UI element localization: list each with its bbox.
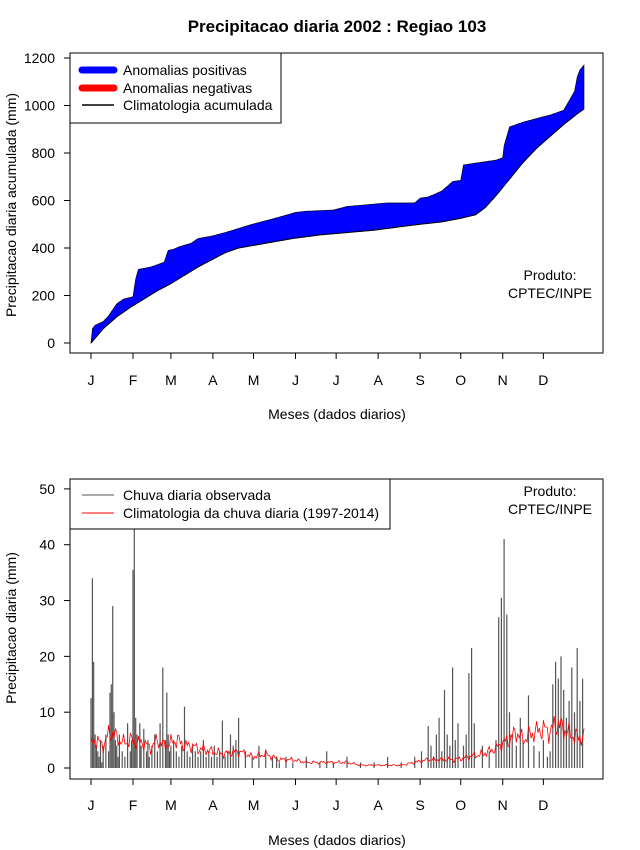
bottom-y-tick-label: 30 (39, 593, 55, 609)
top-y-tick-label: 1200 (24, 50, 55, 66)
top-x-tick-label: M (165, 372, 177, 388)
bottom-y-tick-label: 20 (39, 648, 55, 664)
legend-climatology-label: Climatologia acumulada (123, 97, 273, 113)
legend-climatology-daily-label: Climatologia da chuva diaria (1997-2014) (123, 505, 379, 521)
bottom-x-tick-label: O (455, 797, 466, 813)
legend-observed-label: Chuva diaria observada (123, 487, 271, 503)
top-x-tick-label: J (88, 372, 95, 388)
bottom-x-tick-label: N (498, 797, 508, 813)
bottom-x-axis-label: Meses (dados diarios) (268, 832, 406, 848)
bottom-y-tick-label: 40 (39, 537, 55, 553)
legend-negative-label: Anomalias negativas (123, 80, 252, 96)
top-y-tick-label: 200 (32, 288, 56, 304)
top-x-tick-label: S (415, 372, 424, 388)
top-climatology-line (90, 108, 585, 344)
top-y-tick-label: 1000 (24, 98, 55, 114)
bottom-x-tick-label: A (373, 797, 383, 813)
bottom-product-source: CPTEC/INPE (508, 501, 592, 517)
bottom-legend-box (69, 478, 391, 530)
top-x-tick-label: A (373, 372, 383, 388)
legend-positive-label: Anomalias positivas (123, 62, 247, 78)
top-x-tick-label: D (538, 372, 548, 388)
bottom-x-tick-label: J (88, 797, 95, 813)
top-x-tick-label: J (333, 372, 340, 388)
top-x-tick-label: N (498, 372, 508, 388)
top-legend: Anomalias positivas Anomalias negativas … (69, 52, 282, 124)
bottom-y-axis-label: Precipitacao diaria (mm) (3, 552, 19, 704)
bottom-x-tick-label: A (208, 797, 218, 813)
bottom-x-tick-label: D (538, 797, 548, 813)
bottom-x-tick-label: F (129, 797, 138, 813)
bottom-y-tick-label: 0 (47, 760, 55, 776)
top-x-tick-label: F (129, 372, 138, 388)
top-panel: 0 200 400 600 800 1000 1200 J F M A M J J A S O N D Preci… (3, 50, 604, 422)
bottom-climatology-line (90, 716, 585, 767)
bottom-y-tick-label: 50 (39, 481, 55, 497)
top-x-tick-label: A (208, 372, 218, 388)
top-y-tick-label: 400 (32, 240, 56, 256)
bottom-x-tick-label: M (165, 797, 177, 813)
top-x-tick-label: O (455, 372, 466, 388)
bottom-y-tick-label: 10 (39, 704, 55, 720)
top-x-axis-label: Meses (dados diarios) (268, 406, 406, 422)
bottom-product-label: Produto: (524, 483, 577, 499)
top-product-label: Produto: (524, 267, 577, 283)
top-x-tick-label: M (248, 372, 260, 388)
top-y-axis-label: Precipitacao diaria acumulada (mm) (3, 93, 19, 317)
bottom-x-tick-label: S (415, 797, 424, 813)
top-y-tick-label: 800 (32, 145, 56, 161)
chart-title: Precipitacao diaria 2002 : Regiao 103 (188, 17, 487, 36)
top-y-tick-label: 600 (32, 193, 56, 209)
bottom-legend: Chuva diaria observada Climatologia da c… (69, 478, 391, 530)
top-x-tick-label: J (292, 372, 299, 388)
bottom-x-tick-label: J (292, 797, 299, 813)
bottom-x-tick-label: J (333, 797, 340, 813)
bottom-panel: 0 10 20 30 40 50 J F M A M J J A S O N D Precipitacao di… (3, 478, 604, 848)
bottom-x-tick-label: M (248, 797, 260, 813)
top-product-source: CPTEC/INPE (508, 285, 592, 301)
top-y-tick-label: 0 (47, 335, 55, 351)
